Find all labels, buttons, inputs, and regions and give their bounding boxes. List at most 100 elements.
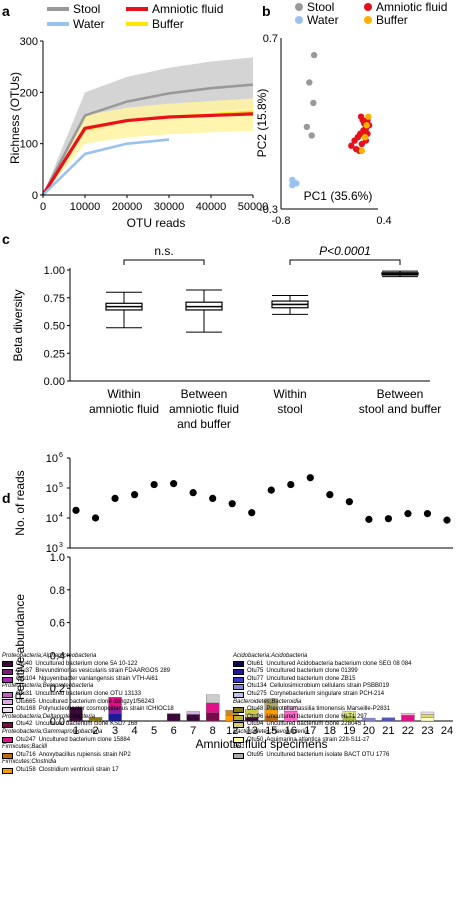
y-tick-exp-d-2: 5 xyxy=(59,482,63,489)
y-tick-label-d-bottom-0: 0.0 xyxy=(50,716,65,728)
x-tick-label-d-12: 17 xyxy=(304,725,316,737)
category-label-c-0-0: Within xyxy=(107,387,140,401)
x-tick-label-d-6: 7 xyxy=(190,725,196,737)
y-tick-label-d-bottom-4: 0.8 xyxy=(50,585,65,597)
legend-item: Otu37 Brevundimonas vesicularis strain FD… xyxy=(2,668,174,676)
legend-otu-description: Uncultured bacterium clone dongzy1f56243 xyxy=(38,698,155,705)
y-tick-label-d-bottom-5: 1.0 xyxy=(50,552,65,564)
bar-segment-18-0 xyxy=(420,717,435,722)
x-tick-label-b-left: -0.8 xyxy=(272,215,291,227)
bar-segment-2-2 xyxy=(108,697,122,708)
legend-group-title: Acidobacteria;Acidobacteria xyxy=(233,653,308,659)
legend-swatch xyxy=(233,691,244,698)
legend-swatch xyxy=(2,668,13,675)
legend-otu-description: Uncultured bacterium clone 01399 xyxy=(266,668,358,675)
bar-segment-5-0 xyxy=(166,713,181,722)
x-tick-label-d-10: 15 xyxy=(265,725,277,737)
legend-otu-id: Otu77 xyxy=(247,675,264,682)
y-tick-exp-d-3: 6 xyxy=(59,452,63,459)
x-tick-label-d-1: 2 xyxy=(92,725,98,737)
legend-group-title: Proteobacteria;Deltaproteobacteria xyxy=(2,713,96,720)
reads-point-15 xyxy=(365,515,373,523)
legend-item: Otu158 Clostridium ventriculi strain 17 xyxy=(2,767,174,775)
scatter-point-3-1 xyxy=(361,133,369,141)
legend-label-a-0: Stool xyxy=(73,2,100,16)
scatter-point-3-2 xyxy=(358,147,366,155)
category-label-c-1-1: amniotic fluid xyxy=(169,402,239,416)
reads-point-1 xyxy=(91,514,100,522)
legend-label-b-1: Water xyxy=(307,13,339,27)
legend-otu-description: Uncultured bacterium clone OTU 13133 xyxy=(35,690,142,697)
legend-otu-description: Anoxybacillus rupiensis strain NP2 xyxy=(38,751,131,758)
legend-otu-id: Otu61 xyxy=(247,660,264,667)
legend-otu-id: Otu37 xyxy=(16,668,33,675)
legend-otu-description: Aquimarina atlantica strain 22II-S11-z7 xyxy=(266,736,370,743)
reads-point-6 xyxy=(189,489,197,497)
y-tick-label-a-1: 100 xyxy=(20,139,38,151)
legend-otu-id: Otu42 xyxy=(16,721,33,728)
scatter-point-0-1 xyxy=(306,79,313,86)
x-tick-label-d-15: 20 xyxy=(363,725,375,737)
legend-item: Otu75 Uncultured bacterium clone 01399 xyxy=(233,668,411,676)
legend-item: Otu40 Uncultured bacterium clone 5A 10-12… xyxy=(2,661,174,669)
legend-otu-id: Otu75 xyxy=(247,668,264,675)
legend-otu-description: Clostridium ventriculi strain 17 xyxy=(38,766,119,773)
category-label-c-0-1: amniotic fluid xyxy=(89,402,159,416)
legend-item: Otu61 Uncultured Acidobacteria bacterium … xyxy=(233,661,411,669)
legend-item: Otu31 Uncultured bacterium clone OTU 1313… xyxy=(2,691,174,699)
legend-item: Otu168 Polynucleobacter cosmopolitanus st… xyxy=(2,706,174,714)
legend-otu-description: Uncultured bacterium isolate BACT OTU 17… xyxy=(266,751,390,758)
legend-swatch xyxy=(233,714,244,721)
legend-group-title: Firmicutes;Bacilli xyxy=(2,744,48,751)
x-tick-label-d-5: 6 xyxy=(171,725,177,737)
legend-item: Otu77 Uncultured bacterium clone ZB15 xyxy=(233,676,411,684)
reads-point-18 xyxy=(423,510,432,518)
legend-otu-description: Uncultured bacterium clone ZB15 xyxy=(266,675,356,682)
y-tick-label-a-0: 0 xyxy=(32,190,38,202)
legend-otu-id: Otu95 xyxy=(247,751,264,758)
legend-label-a-3: Buffer xyxy=(152,17,184,31)
category-label-c-1-0: Between xyxy=(181,387,228,401)
category-label-c-3-0: Between xyxy=(377,387,424,401)
legend-swatch xyxy=(233,661,244,668)
legend-otu-id: Otu48 xyxy=(247,706,264,713)
legend-item: Otu95 Uncultured bacterium isolate BACT O… xyxy=(233,752,411,760)
legend-otu-id: Otu104 xyxy=(16,675,36,682)
y-tick-label-c-0: 0.00 xyxy=(44,376,65,388)
legend-otu-description: Prevotellamassilia timonensis Marseille-… xyxy=(266,706,391,713)
legend-swatch xyxy=(233,722,244,729)
x-tick-label-a-5: 50000 xyxy=(238,201,269,213)
x-tick-label-d-11: 16 xyxy=(285,725,297,737)
x-axis-label-b: PC1 (35.6%) xyxy=(304,189,373,203)
legend-label-a-2: Amniotic fluid xyxy=(152,2,223,16)
x-tick-label-b-right: 0.4 xyxy=(376,215,391,227)
legend-swatch xyxy=(2,737,13,744)
legend-otu-id: Otu50 xyxy=(247,736,264,743)
legend-otu-id: Otu665 xyxy=(16,698,36,705)
x-tick-label-d-17: 22 xyxy=(402,725,414,737)
panel-letter-b: b xyxy=(262,3,271,19)
x-tick-label-d-18: 23 xyxy=(421,725,433,737)
legend-label-b-3: Buffer xyxy=(376,13,408,27)
x-tick-label-d-16: 21 xyxy=(382,725,394,737)
legend-otu-id: Otu31 xyxy=(16,690,33,697)
series-line-3 xyxy=(42,138,170,196)
x-tick-label-d-13: 18 xyxy=(324,725,336,737)
bar-segment-18-2 xyxy=(420,711,435,715)
legend-item: Otu42 Uncultured bacterium clone KSD7 168 xyxy=(2,721,174,729)
series-line-2 xyxy=(41,112,254,196)
y-tick-label-a-2: 200 xyxy=(20,87,38,99)
x-tick-label-d-19: 24 xyxy=(441,725,453,737)
y-tick-base-d-0: 10 xyxy=(46,543,58,555)
significance-label-1: P<0.0001 xyxy=(319,244,371,258)
legend-marker-b-2 xyxy=(364,3,372,11)
legend-swatch xyxy=(233,676,244,683)
category-label-c-3-1: stool and buffer xyxy=(359,402,442,416)
bar-segment-14-1 xyxy=(342,711,357,717)
legend-item: Otu96 Uncultured bacterium clone HLT1 297 xyxy=(233,714,411,722)
legend-otu-description: Cellulosimicrobium cellulans strain PSBB… xyxy=(269,683,390,690)
legend-group-title: SR1 xyxy=(233,744,245,751)
legend-group-title: Proteobacteria;Alphaproteobacteria xyxy=(2,653,97,659)
scatter-point-3-3 xyxy=(363,122,370,129)
y-tick-label-c-1: 0.25 xyxy=(44,348,65,360)
